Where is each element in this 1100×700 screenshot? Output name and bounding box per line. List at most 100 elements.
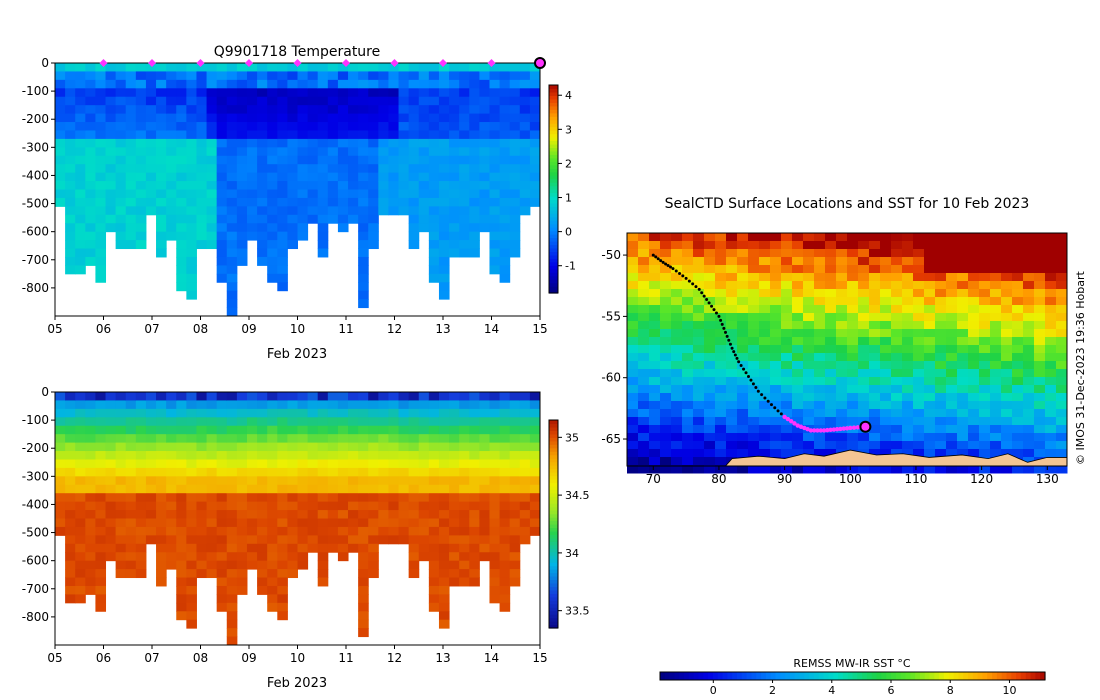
sst-cell <box>1056 433 1068 442</box>
sst-cell <box>770 233 782 242</box>
temperature-cell <box>65 164 76 174</box>
temperature-cell <box>469 71 480 81</box>
sst-cell <box>913 401 925 410</box>
sst-cell <box>704 321 716 330</box>
salinity-cell <box>156 484 167 494</box>
salinity-cell <box>519 518 531 528</box>
salinity-cell <box>509 577 521 587</box>
salinity-cell <box>378 442 389 452</box>
sst-colorbar-tick-label: 0 <box>710 684 717 697</box>
temperature-cell <box>469 79 480 89</box>
sst-cell <box>1034 329 1046 338</box>
salinity-cell <box>156 408 167 418</box>
salinity-cell <box>449 569 460 579</box>
sst-cell <box>836 417 848 426</box>
sst-cell <box>671 449 683 458</box>
salinity-cell <box>428 408 440 418</box>
temperature-cell <box>145 138 157 148</box>
sst-cell <box>726 289 738 298</box>
salinity-cell <box>277 602 288 612</box>
salinity-cell <box>277 526 288 536</box>
temperature-cell <box>337 147 349 157</box>
salinity-cell <box>358 569 369 579</box>
temperature-cell <box>297 155 309 165</box>
sst-cell <box>1056 377 1068 386</box>
sst-map-y-ticks: -50-55-60-65 <box>601 248 627 446</box>
temperature-cell <box>166 122 177 131</box>
temperature-cell <box>226 189 238 199</box>
temperature-cell <box>297 130 309 140</box>
salinity-cell <box>156 552 167 562</box>
temperature-x-tick-label: 10 <box>290 322 305 336</box>
salinity-cell <box>327 425 339 435</box>
sst-cell <box>935 417 947 426</box>
temperature-colorbar-swatch <box>549 241 558 246</box>
sst-cell <box>715 265 727 274</box>
temperature-cell <box>358 256 369 266</box>
sst-cell <box>913 425 925 434</box>
sst-cell <box>847 345 859 354</box>
sst-cell <box>902 249 914 258</box>
sst-colorbar-swatch <box>982 672 988 680</box>
salinity-cell <box>287 518 298 528</box>
salinity-cell <box>95 484 107 494</box>
temperature-cell <box>408 164 420 174</box>
sst-cell <box>946 369 958 378</box>
sst-colorbar-swatch <box>708 672 714 680</box>
temperature-cell <box>95 155 107 165</box>
temperature-cell <box>408 79 420 89</box>
sst-cell <box>759 409 771 418</box>
salinity-cell <box>135 543 147 553</box>
sst-cell <box>990 353 1002 362</box>
temperature-cell <box>348 172 359 182</box>
sst-cell <box>660 329 672 338</box>
sst-cell <box>726 273 738 282</box>
sst-cell <box>803 353 815 362</box>
sst-cell <box>748 385 760 394</box>
salinity-cell <box>216 510 228 519</box>
temperature-cell <box>85 105 96 115</box>
salinity-cell <box>418 425 430 435</box>
sst-cell <box>726 385 738 394</box>
temperature-cell <box>287 96 298 106</box>
sst-cell <box>1001 257 1013 266</box>
sst-cell <box>737 425 749 434</box>
salinity-colorbar-swatch <box>549 492 558 497</box>
sst-cell <box>627 273 639 282</box>
sst-cell <box>693 401 705 410</box>
sst-cell <box>979 289 991 298</box>
salinity-cell <box>246 484 258 494</box>
track-point <box>656 257 660 261</box>
temperature-cell <box>257 71 268 81</box>
sst-colorbar-tick-label: 8 <box>947 684 954 697</box>
salinity-cell <box>287 459 298 469</box>
sst-map-x-tick-label: 80 <box>711 472 726 486</box>
sst-cell <box>1045 305 1057 314</box>
salinity-cell <box>206 543 218 553</box>
sst-cell <box>748 449 760 458</box>
sst-cell <box>715 433 727 442</box>
temperature-cell <box>55 155 66 165</box>
salinity-colorbar-swatch <box>549 576 558 581</box>
sst-cell <box>1001 249 1013 258</box>
sst-cell <box>869 377 881 386</box>
temperature-cell <box>257 130 268 140</box>
temperature-cell <box>257 79 268 89</box>
temperature-cell <box>65 138 76 148</box>
temperature-cell <box>479 206 490 216</box>
temperature-cell <box>135 155 147 165</box>
salinity-cell <box>115 451 127 460</box>
temperature-colorbar-tick-label: 4 <box>565 89 572 102</box>
sst-cell <box>935 465 947 474</box>
salinity-cell <box>115 543 127 553</box>
salinity-colorbar-tick-label: 33.5 <box>565 605 590 618</box>
salinity-cell <box>499 518 511 528</box>
sst-cell <box>715 241 727 250</box>
temperature-cell <box>388 122 400 131</box>
sst-cell <box>682 369 694 378</box>
sst-cell <box>825 337 837 346</box>
salinity-cell <box>418 518 430 528</box>
profile-marker <box>245 59 253 67</box>
salinity-cell <box>206 425 218 435</box>
sst-cell <box>836 305 848 314</box>
